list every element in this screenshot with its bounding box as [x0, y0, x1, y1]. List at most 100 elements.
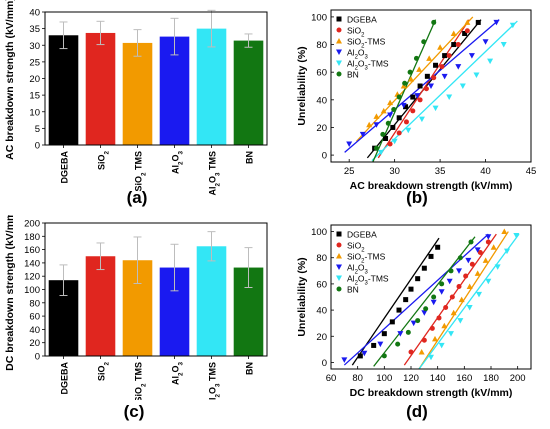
- data-point: [429, 325, 435, 331]
- legend-label: SiO2: [347, 25, 364, 38]
- data-point: [464, 19, 471, 25]
- data-point: [383, 136, 389, 142]
- data-point: [431, 294, 437, 300]
- data-point: [403, 104, 409, 110]
- y-tick-label: 40: [316, 306, 327, 317]
- data-point: [457, 255, 463, 261]
- data-point: [490, 244, 497, 250]
- y-tick-label: 100: [24, 285, 40, 296]
- data-point: [435, 244, 441, 250]
- x-tick-label: SiO2 TMS: [134, 362, 148, 400]
- y-tick-label: 5: [35, 124, 40, 135]
- legend-label: SiO2: [347, 240, 365, 253]
- data-point: [443, 304, 449, 310]
- data-point: [417, 83, 423, 89]
- data-point: [410, 108, 416, 114]
- y-tick-label: 80: [316, 40, 327, 51]
- x-tick-label: 80: [352, 373, 363, 384]
- x-tick-label: Al2O3: [171, 151, 185, 175]
- x-tick-label: SiO2: [97, 151, 111, 171]
- legend-marker: [336, 286, 342, 292]
- legend-marker: [336, 60, 342, 66]
- data-point: [396, 130, 402, 136]
- data-point: [432, 335, 438, 342]
- data-point: [400, 83, 407, 89]
- x-tick-label: 120: [403, 373, 419, 384]
- data-point: [501, 228, 508, 235]
- data-point: [436, 315, 442, 321]
- fit-line: [355, 16, 474, 142]
- data-point: [423, 86, 429, 92]
- data-point: [504, 248, 510, 255]
- data-point: [416, 66, 423, 72]
- data-point: [441, 73, 448, 80]
- y-tick-label: 160: [24, 245, 40, 256]
- data-point: [346, 141, 353, 148]
- data-point: [456, 284, 462, 290]
- data-point: [366, 121, 373, 128]
- chart-c-svg: DGEBA SiO2 SiO2 TMS Al2O3 Al2O3 TMS BN 0 20 40 60…: [4, 208, 268, 407]
- fit-line: [343, 233, 489, 366]
- legend-label: DGEBA: [347, 14, 377, 24]
- data-point: [468, 239, 474, 245]
- data-point: [509, 22, 516, 29]
- legend-marker: [336, 253, 342, 259]
- data-point: [474, 270, 481, 276]
- fit-line: [403, 233, 497, 366]
- data-point: [431, 19, 437, 25]
- x-tick-label: Al2O3 TMS: [208, 362, 222, 400]
- data-point: [408, 349, 414, 355]
- y-tick-label: 0: [35, 141, 40, 152]
- data-point: [466, 283, 473, 290]
- y-tick-label: 200: [24, 219, 40, 230]
- y-axis-label: AC breakdown strength (kV/mm): [4, 0, 16, 160]
- data-point: [446, 53, 452, 59]
- data-point: [493, 19, 500, 26]
- data-point: [378, 149, 384, 156]
- data-point: [446, 94, 453, 101]
- y-tick-label: 20: [29, 74, 40, 85]
- y-tick-label: 60: [316, 279, 327, 290]
- data-point: [450, 309, 457, 316]
- plot-area: [341, 228, 520, 369]
- legend-label: Al2O3-TMS: [347, 58, 389, 71]
- y-tick-label: 35: [29, 24, 40, 35]
- chart-b-svg: 25 30 35 40 45 0 20 40 60 80 100 AC breakdown stren…: [296, 9, 536, 192]
- x-tick-label: 25: [344, 166, 355, 177]
- data-point: [494, 264, 501, 270]
- legend-marker: [336, 264, 342, 270]
- data-point: [428, 354, 434, 361]
- data-point: [403, 119, 409, 125]
- legend-label: Al2O3: [347, 262, 369, 275]
- y-tick-label: 100: [311, 12, 327, 23]
- y-tick-label: 20: [29, 338, 40, 349]
- fit-line: [418, 233, 520, 369]
- plot-frame: [330, 9, 532, 163]
- chart-c: DGEBA SiO2 SiO2 TMS Al2O3 Al2O3 TMS BN 0 20 40 60…: [0, 208, 280, 407]
- data-point: [424, 73, 430, 79]
- data-point: [438, 289, 445, 295]
- data-point: [421, 265, 427, 271]
- caption-a: (a): [126, 188, 148, 207]
- bar: [122, 42, 153, 145]
- legend-marker: [336, 71, 342, 77]
- y-tick-label: 0: [35, 352, 40, 363]
- x-tick-label: BN: [245, 362, 255, 375]
- data-point: [361, 350, 368, 357]
- x-tick-label: 30: [389, 166, 400, 177]
- bar: [48, 35, 79, 145]
- data-point: [463, 273, 469, 279]
- data-point: [415, 276, 421, 282]
- y-tick-label: 100: [311, 227, 327, 238]
- data-point: [414, 93, 421, 99]
- data-point: [455, 64, 462, 70]
- fit-line: [418, 231, 509, 369]
- data-point: [485, 239, 491, 245]
- plot-area: [344, 16, 518, 162]
- data-point: [469, 261, 475, 267]
- legend-label: Al2O3-TMS: [347, 273, 389, 286]
- legend-label: BN: [347, 69, 359, 79]
- x-axis-label: AC breakdown strength (kV/mm): [350, 180, 513, 192]
- bar: [196, 246, 227, 356]
- plot-frame: [44, 11, 268, 146]
